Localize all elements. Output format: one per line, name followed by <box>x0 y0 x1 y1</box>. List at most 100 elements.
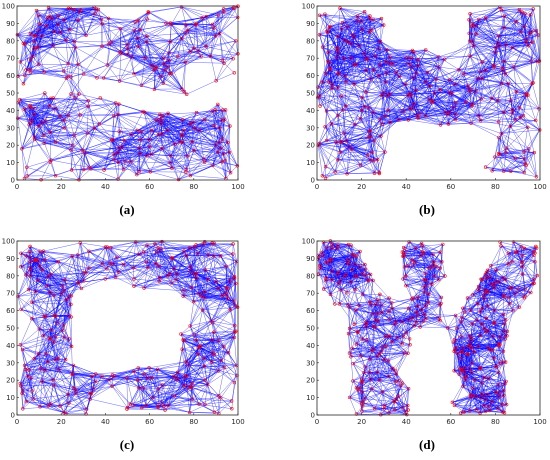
edge <box>170 141 181 156</box>
edge <box>154 69 182 90</box>
edge <box>223 153 227 179</box>
edge <box>26 137 35 168</box>
edge <box>55 134 75 143</box>
edge <box>78 168 92 180</box>
edge <box>181 119 183 136</box>
edge <box>163 52 170 84</box>
edge <box>170 41 186 63</box>
edge <box>101 46 128 55</box>
edge <box>60 9 82 33</box>
edge <box>73 128 95 136</box>
edge <box>33 35 66 41</box>
edge <box>168 113 194 123</box>
edge <box>159 114 183 120</box>
edge <box>163 63 165 84</box>
edge <box>88 97 101 107</box>
edge <box>74 41 112 43</box>
edge <box>185 56 202 63</box>
edge <box>85 13 96 36</box>
edge <box>64 127 75 136</box>
edge <box>23 59 31 84</box>
edge <box>19 92 45 100</box>
edge <box>119 57 146 82</box>
edge <box>68 106 89 116</box>
edge <box>216 63 225 81</box>
edge <box>38 15 59 25</box>
edge <box>24 159 52 179</box>
edge <box>52 24 59 46</box>
edge <box>96 77 120 82</box>
edge <box>206 33 220 47</box>
edge <box>181 33 220 39</box>
edge <box>146 36 171 42</box>
edge <box>58 13 95 25</box>
y-tick-label: 10 <box>6 159 15 167</box>
edge <box>167 113 184 131</box>
edge <box>119 56 132 82</box>
edge <box>38 15 55 32</box>
edge <box>89 167 124 170</box>
edge <box>139 139 150 154</box>
edge <box>146 134 159 156</box>
edge <box>219 33 239 54</box>
edge <box>88 97 101 101</box>
edge <box>229 126 231 153</box>
edge <box>34 136 73 146</box>
edge <box>120 53 155 71</box>
edge <box>198 24 213 52</box>
edge <box>141 85 155 90</box>
edge <box>164 69 182 90</box>
edge <box>178 155 188 180</box>
edge <box>88 102 116 107</box>
edge <box>154 83 164 90</box>
edge <box>44 142 83 151</box>
edge <box>34 116 61 140</box>
edge <box>219 33 234 59</box>
edge <box>155 41 171 67</box>
edge <box>87 106 89 134</box>
edge <box>190 104 218 125</box>
edge <box>158 130 184 135</box>
edge <box>212 24 220 34</box>
edge <box>30 70 64 73</box>
edge <box>151 133 163 155</box>
edge <box>73 123 100 136</box>
edge <box>100 97 116 104</box>
edge <box>181 6 207 17</box>
y-tick-label: 50 <box>6 90 15 98</box>
edge <box>23 71 31 84</box>
y-tick-label: 100 <box>2 3 15 11</box>
edge <box>136 171 151 175</box>
edge <box>144 57 164 84</box>
edge <box>71 145 73 170</box>
edge <box>26 159 52 168</box>
edge <box>225 109 231 127</box>
edge <box>151 141 181 155</box>
edge <box>198 33 220 52</box>
edge <box>136 153 141 175</box>
x-tick-label: 100 <box>231 183 244 191</box>
edge <box>215 12 224 37</box>
edge <box>185 46 207 63</box>
edge <box>130 134 140 149</box>
edge <box>219 6 239 34</box>
edge <box>33 25 47 50</box>
panel-caption: (a) <box>119 202 134 217</box>
edge <box>75 44 109 48</box>
edge <box>23 69 30 84</box>
edge <box>131 56 135 74</box>
edge <box>127 41 147 55</box>
edge <box>104 161 131 171</box>
edge <box>187 30 220 34</box>
edge <box>141 69 166 86</box>
edge <box>113 102 116 116</box>
edge <box>185 62 225 64</box>
edge <box>223 126 231 154</box>
edge <box>146 24 172 42</box>
edge <box>167 113 183 136</box>
edge <box>203 158 231 173</box>
edge <box>150 171 179 180</box>
edge <box>73 135 83 151</box>
